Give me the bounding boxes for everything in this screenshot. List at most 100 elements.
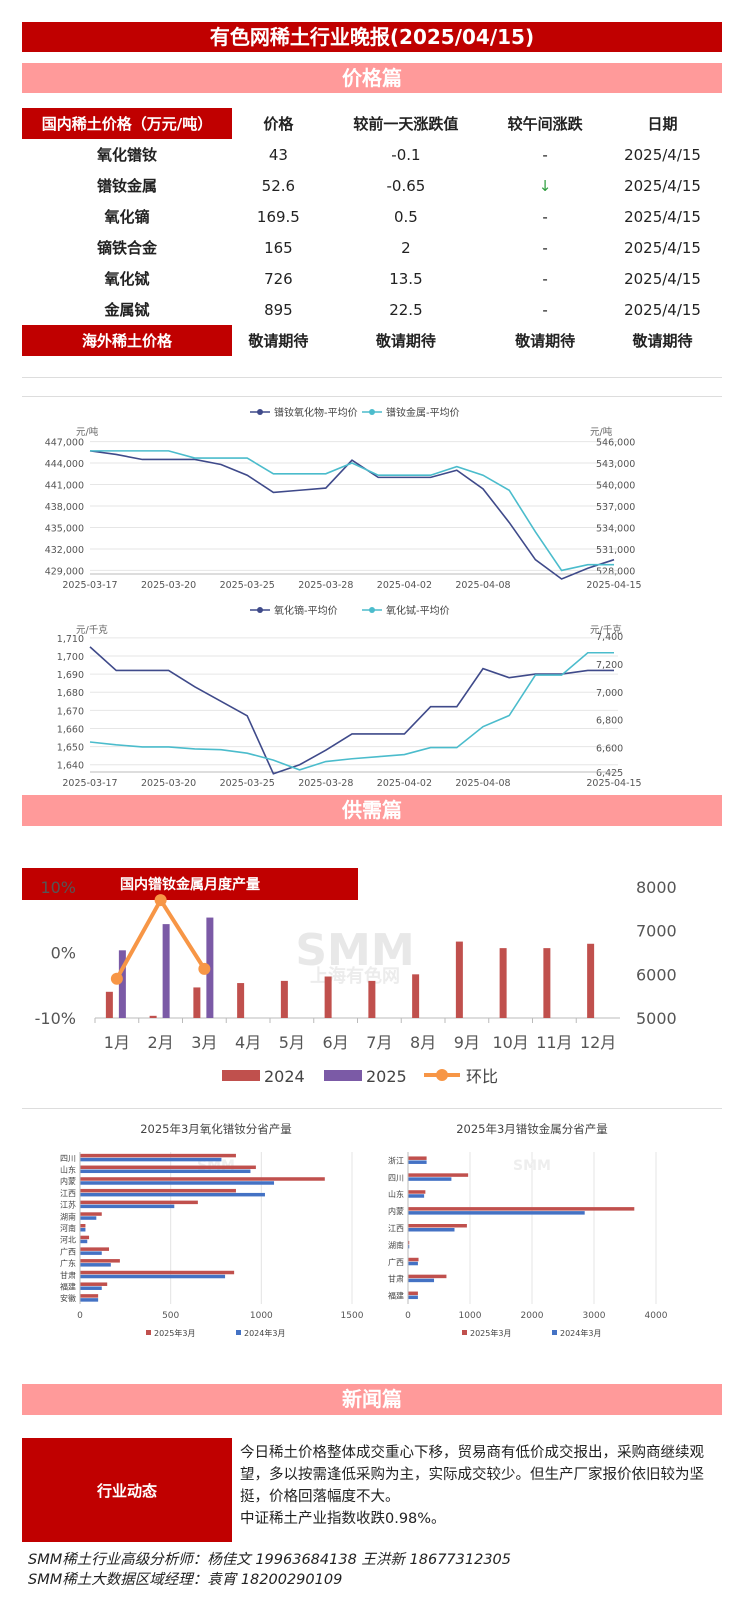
legend-swatch xyxy=(236,1330,241,1335)
change-value: -0.1 xyxy=(391,145,421,164)
bar-2025-march xyxy=(80,1270,235,1275)
x-tick-label: 1000 xyxy=(250,1311,273,1321)
section-price: 价格篇 xyxy=(22,63,722,93)
series-line xyxy=(90,450,614,572)
mom-point xyxy=(154,894,167,907)
bar-2025-march xyxy=(80,1188,236,1193)
x-tick-label: 2025-03-25 xyxy=(220,580,275,591)
bar-2025-march xyxy=(80,1224,86,1228)
legend-marker xyxy=(257,409,263,415)
date-value: 2025/4/15 xyxy=(624,145,701,164)
legend-label: 2024 xyxy=(264,1067,305,1086)
right-tick-label: 6000 xyxy=(636,965,677,984)
noon-change: - xyxy=(542,238,548,257)
news-index: 中证稀土产业指数收跌0.98%。 xyxy=(240,1511,446,1527)
left-tick-label: 1,670 xyxy=(57,706,84,717)
bar-2025-march xyxy=(80,1259,120,1263)
right-tick-label: 8000 xyxy=(636,878,677,897)
bar-2024 xyxy=(499,948,507,1018)
price-table: 国内稀土价格（万元/吨） 价格 较前一天涨跌值 较午间涨跌 日期 氧化镨钕 43 -… xyxy=(22,108,722,356)
bar-2025-march xyxy=(80,1165,256,1170)
product-name: 镝铁合金 xyxy=(96,239,157,257)
bar-2024-march xyxy=(408,1244,410,1249)
divider xyxy=(22,396,722,397)
bar-2024-march xyxy=(408,1177,452,1181)
x-tick-label: 2025-04-02 xyxy=(377,580,432,591)
x-tick-label: 2025-03-17 xyxy=(62,580,117,591)
x-tick-label: 11月 xyxy=(536,1033,572,1052)
x-tick-label: 0 xyxy=(405,1311,411,1321)
price-row: 氧化镝 169.5 0.5 - 2025/4/15 xyxy=(22,201,722,232)
bar-2024-march xyxy=(80,1263,111,1267)
x-tick-label: 2025-04-15 xyxy=(586,778,641,789)
category-label: 山东 xyxy=(388,1189,404,1199)
bar-2024-march xyxy=(408,1295,418,1300)
category-label: 甘肃 xyxy=(388,1274,404,1284)
legend-swatch xyxy=(222,1070,260,1081)
left-axis-unit: 元/千克 xyxy=(76,625,108,636)
section-news: 新闻篇 xyxy=(22,1384,722,1415)
legend-label: 2025年3月 xyxy=(154,1328,195,1338)
manager-contact: SMM稀土大数据区域经理：袁宵 18200290109 xyxy=(28,1572,343,1588)
noon-change: - xyxy=(542,300,548,319)
left-tick-label: 1,680 xyxy=(57,688,84,699)
legend-swatch xyxy=(462,1330,467,1335)
bar-2025-march xyxy=(80,1235,90,1240)
x-tick-label: 0 xyxy=(77,1311,83,1321)
bar-2024-march xyxy=(80,1204,175,1209)
bar-2024-march xyxy=(80,1286,102,1290)
bar-2025-march xyxy=(80,1212,102,1216)
date-value: 2025/4/15 xyxy=(624,300,701,319)
x-tick-label: 2025-03-20 xyxy=(141,778,196,789)
noon-change: ↓ xyxy=(538,176,552,195)
date-value: 2025/4/15 xyxy=(624,207,701,226)
right-tick-label: 534,000 xyxy=(596,523,635,534)
legend-label: 镨钕金属-平均价 xyxy=(386,406,460,419)
left-tick-label: 1,660 xyxy=(57,724,84,735)
bar-2024 xyxy=(324,976,332,1018)
category-label: 甘肃 xyxy=(60,1270,76,1280)
category-label: 湖南 xyxy=(388,1240,404,1250)
bar-2025-march xyxy=(408,1257,419,1262)
price-value: 895 xyxy=(264,300,293,319)
legend-marker xyxy=(436,1069,448,1081)
left-tick-label: 1,690 xyxy=(57,670,84,681)
x-tick-label: 12月 xyxy=(580,1033,616,1052)
product-name: 氧化镨钕 xyxy=(96,146,157,164)
overseas-value: 敬请期待 xyxy=(375,332,436,350)
bar-2024-march xyxy=(408,1211,585,1215)
x-tick-label: 1500 xyxy=(341,1311,364,1321)
x-tick-label: 4000 xyxy=(645,1311,668,1321)
left-tick-label: 432,000 xyxy=(45,545,84,556)
right-tick-label: 528,000 xyxy=(596,566,635,577)
category-label: 浙江 xyxy=(388,1155,404,1165)
bar-2025-march xyxy=(80,1153,236,1158)
bar-2025-march xyxy=(80,1200,198,1205)
category-label: 河北 xyxy=(60,1235,76,1245)
bar-2024-march xyxy=(408,1194,425,1198)
x-tick-label: 3月 xyxy=(191,1033,217,1052)
right-tick-label: 537,000 xyxy=(596,502,635,513)
category-label: 内蒙 xyxy=(60,1176,76,1186)
left-tick-label: 1,700 xyxy=(57,652,84,663)
overseas-value: 敬请期待 xyxy=(248,332,309,350)
left-tick-label: 1,710 xyxy=(57,634,84,645)
right-tick-label: 546,000 xyxy=(596,438,635,449)
bar-2024 xyxy=(543,948,551,1018)
left-tick-label: 10% xyxy=(40,878,76,897)
metal-province-chart: 2025年3月镨钕金属分省产量 0 1000 2000 3000 4000 SMM 浙江四川山… xyxy=(388,1122,668,1338)
chart-title: 2025年3月氧化镨钕分省产量 xyxy=(140,1122,292,1136)
bar-2025-march xyxy=(408,1240,410,1245)
right-tick-label: 6,800 xyxy=(596,716,623,727)
category-label: 广西 xyxy=(388,1257,404,1267)
left-tick-label: 441,000 xyxy=(45,481,84,492)
left-tick-label: 1,650 xyxy=(57,743,84,754)
chart-title: 2025年3月镨钕金属分省产量 xyxy=(456,1122,608,1136)
bar-2024 xyxy=(368,980,376,1018)
right-tick-label: 7,200 xyxy=(596,660,623,671)
bar-2024 xyxy=(105,991,113,1018)
bar-2024-march xyxy=(408,1228,455,1232)
change-value: 2 xyxy=(401,238,411,257)
